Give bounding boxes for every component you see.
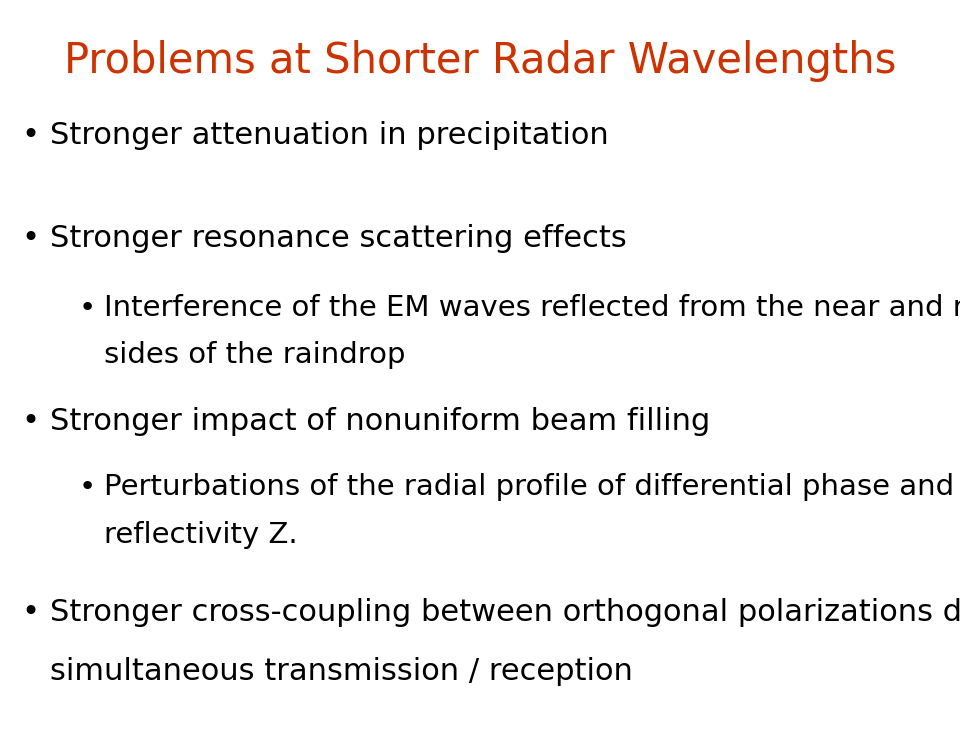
Text: •: • xyxy=(79,473,96,501)
Text: Problems at Shorter Radar Wavelengths: Problems at Shorter Radar Wavelengths xyxy=(63,40,897,82)
Text: Perturbations of the radial profile of differential phase and radar: Perturbations of the radial profile of d… xyxy=(104,473,960,501)
Text: sides of the raindrop: sides of the raindrop xyxy=(104,341,405,369)
Text: Stronger resonance scattering effects: Stronger resonance scattering effects xyxy=(50,224,627,253)
Text: •: • xyxy=(21,598,39,628)
Text: Interference of the EM waves reflected from the near and rear: Interference of the EM waves reflected f… xyxy=(104,294,960,321)
Text: Stronger impact of nonuniform beam filling: Stronger impact of nonuniform beam filli… xyxy=(50,407,710,437)
Text: Stronger cross-coupling between orthogonal polarizations due to: Stronger cross-coupling between orthogon… xyxy=(50,598,960,628)
Text: Stronger attenuation in precipitation: Stronger attenuation in precipitation xyxy=(50,121,609,150)
Text: •: • xyxy=(21,121,39,150)
Text: •: • xyxy=(21,407,39,437)
Text: simultaneous transmission / reception: simultaneous transmission / reception xyxy=(50,657,633,686)
Text: •: • xyxy=(79,294,96,321)
Text: •: • xyxy=(21,224,39,253)
Text: reflectivity Z.: reflectivity Z. xyxy=(104,521,298,549)
